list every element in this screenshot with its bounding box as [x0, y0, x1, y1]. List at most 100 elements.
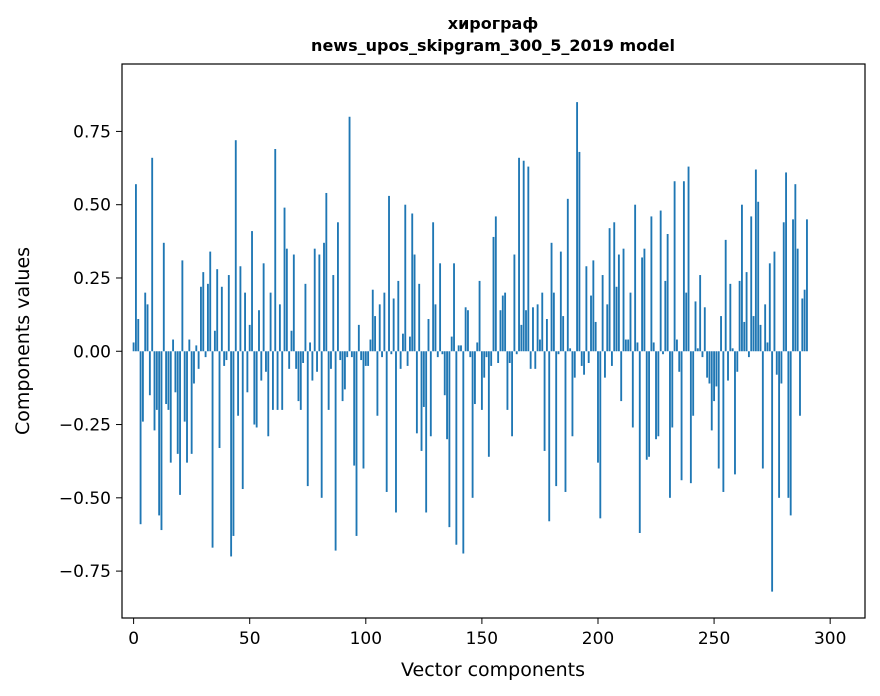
bar-94: [350, 351, 353, 358]
bar-16: [169, 351, 172, 463]
bar-143: [464, 307, 467, 352]
bar-218: [638, 351, 641, 533]
bar-96: [355, 351, 358, 536]
bar-61: [274, 149, 277, 352]
bars-group: [132, 102, 808, 592]
bar-275: [771, 351, 774, 592]
bar-236: [680, 351, 683, 481]
bar-161: [506, 351, 509, 410]
bar-54: [258, 310, 260, 352]
bar-65: [283, 207, 286, 352]
bar-28: [197, 351, 200, 369]
bar-38: [220, 286, 223, 352]
bar-217: [636, 342, 639, 352]
bar-222: [648, 351, 650, 457]
bar-66: [285, 248, 288, 352]
bar-110: [388, 195, 390, 352]
bar-169: [525, 310, 527, 352]
bar-10: [155, 351, 158, 410]
bar-108: [383, 292, 386, 352]
x-axis-label: Vector components: [401, 659, 585, 681]
bar-206: [610, 351, 613, 366]
bar-202: [601, 275, 604, 352]
bar-225: [655, 351, 657, 440]
bar-227: [659, 210, 662, 352]
bar-91: [343, 351, 346, 390]
bar-199: [594, 321, 597, 352]
x-tick-label: 100: [350, 629, 382, 649]
bar-177: [543, 351, 546, 451]
bar-230: [666, 234, 669, 352]
bar-105: [376, 351, 379, 416]
bar-139: [455, 351, 458, 545]
bar-155: [492, 236, 495, 352]
bar-9: [153, 351, 156, 431]
bar-246: [703, 307, 706, 352]
bar-129: [432, 222, 435, 352]
bar-259: [734, 351, 736, 475]
bar-68: [290, 330, 293, 352]
bar-12: [160, 351, 163, 531]
bar-205: [608, 228, 611, 352]
bar-170: [527, 166, 530, 352]
bar-17: [172, 339, 175, 352]
x-tick-label: 250: [698, 629, 730, 649]
bar-191: [576, 102, 579, 352]
bar-58: [267, 351, 270, 437]
bar-135: [446, 351, 448, 440]
bar-71: [297, 351, 300, 402]
bar-60: [271, 351, 274, 410]
bar-240: [689, 351, 692, 484]
bar-173: [534, 351, 537, 369]
bar-278: [778, 351, 781, 498]
bar-130: [434, 304, 437, 352]
bar-201: [599, 351, 602, 519]
x-tick-label: 150: [466, 629, 498, 649]
bar-90: [341, 351, 344, 402]
bar-268: [754, 169, 757, 352]
y-tick-label: −0.75: [59, 562, 111, 582]
bar-117: [404, 204, 407, 352]
y-axis: −0.75 −0.50 −0.25 0.00 0.25 0.50 0.75: [59, 122, 122, 582]
bar-80: [318, 254, 321, 352]
bar-221: [645, 351, 648, 460]
bar-282: [787, 351, 790, 498]
bar-273: [766, 342, 769, 352]
bar-142: [462, 351, 465, 554]
bar-289: [803, 289, 806, 352]
bar-178: [545, 319, 548, 352]
bar-198: [592, 260, 595, 352]
bar-269: [757, 201, 760, 352]
bar-149: [478, 280, 481, 352]
bar-138: [453, 263, 455, 352]
bar-224: [652, 342, 655, 352]
bar-141: [460, 345, 462, 352]
bar-150: [480, 351, 483, 410]
bar-163: [511, 351, 514, 437]
bar-157: [497, 351, 500, 363]
bar-33: [209, 251, 212, 352]
bar-109: [385, 351, 388, 492]
bar-74: [304, 283, 307, 352]
bar-215: [631, 351, 634, 428]
bar-63: [278, 304, 281, 352]
bar-36: [216, 269, 219, 352]
bar-248: [708, 351, 711, 384]
bar-261: [738, 280, 741, 352]
bar-234: [675, 339, 678, 352]
bar-40: [225, 351, 228, 361]
bar-34: [211, 351, 214, 548]
bar-22: [183, 351, 186, 422]
bar-93: [348, 116, 351, 352]
bar-290: [806, 219, 808, 352]
bar-263: [743, 321, 746, 352]
bar-137: [450, 336, 453, 352]
bar-250: [713, 351, 716, 402]
bar-48: [244, 292, 246, 352]
bar-62: [276, 351, 279, 410]
bar-23: [186, 351, 188, 463]
bar-254: [722, 351, 725, 492]
bar-241: [692, 351, 695, 416]
bar-44: [234, 140, 237, 352]
bar-77: [311, 351, 314, 381]
